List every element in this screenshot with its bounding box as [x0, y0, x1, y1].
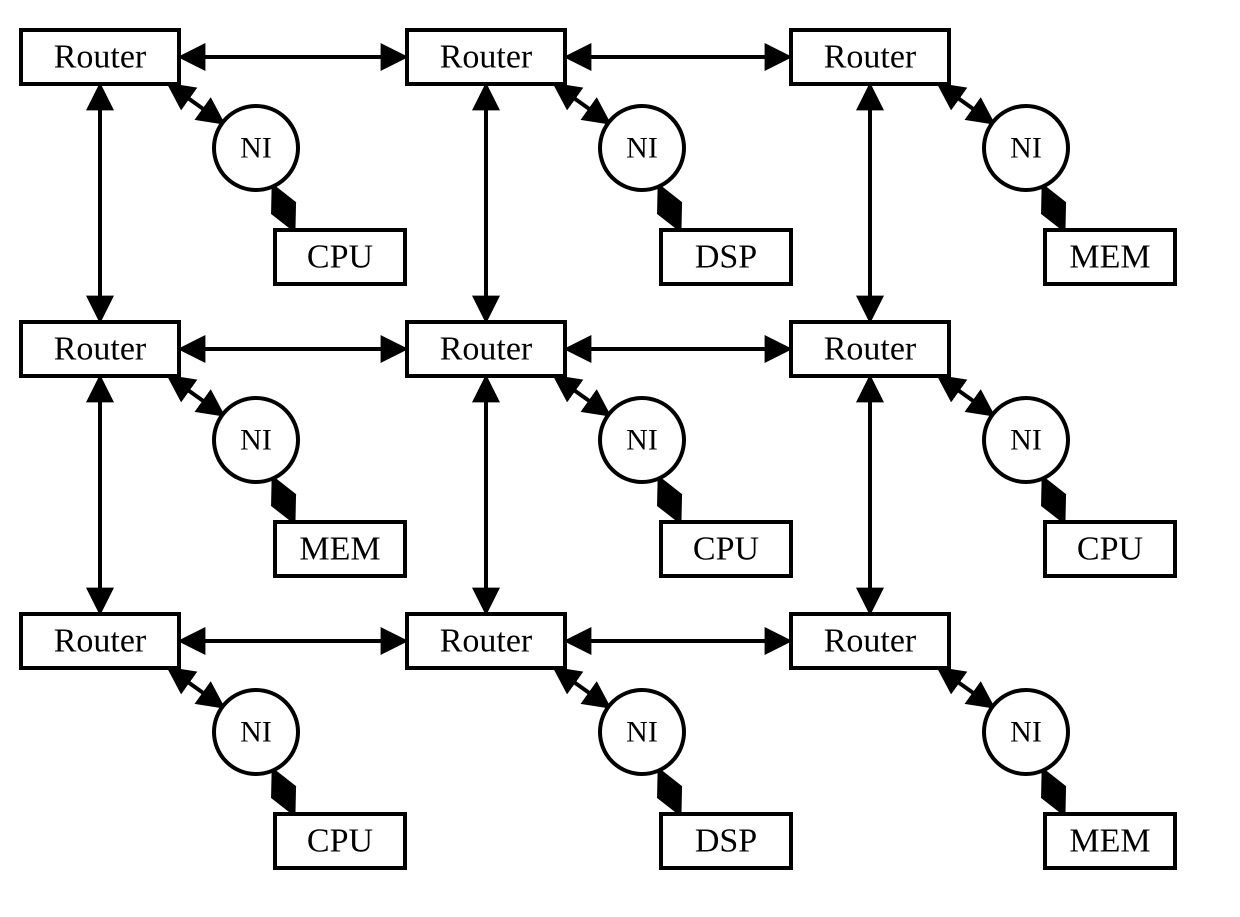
- ni-node: NI: [600, 690, 684, 774]
- svg-text:Router: Router: [54, 331, 147, 368]
- processor-node: MEM: [1045, 814, 1175, 868]
- svg-text:DSP: DSP: [695, 239, 757, 276]
- svg-text:NI: NI: [240, 716, 272, 749]
- svg-text:NI: NI: [1010, 716, 1042, 749]
- svg-text:Router: Router: [824, 623, 917, 660]
- processor-node: MEM: [275, 522, 405, 576]
- svg-text:DSP: DSP: [695, 823, 757, 860]
- router-node: Router: [791, 614, 949, 668]
- node-layer: Router NI CPU Router NI DSP Router NI MEM Router N…: [21, 30, 1175, 868]
- ni-node: NI: [984, 106, 1068, 190]
- router-node: Router: [791, 322, 949, 376]
- processor-node: DSP: [661, 814, 791, 868]
- router-node: Router: [407, 614, 565, 668]
- svg-text:Router: Router: [440, 39, 533, 76]
- svg-text:CPU: CPU: [307, 239, 373, 276]
- processor-node: DSP: [661, 230, 791, 284]
- svg-text:NI: NI: [240, 132, 272, 165]
- svg-text:NI: NI: [626, 716, 658, 749]
- ni-node: NI: [214, 106, 298, 190]
- svg-text:NI: NI: [1010, 424, 1042, 457]
- svg-text:Router: Router: [440, 331, 533, 368]
- svg-text:MEM: MEM: [299, 531, 380, 568]
- svg-text:NI: NI: [1010, 132, 1042, 165]
- router-node: Router: [407, 322, 565, 376]
- router-node: Router: [21, 322, 179, 376]
- processor-node: CPU: [275, 230, 405, 284]
- svg-text:Router: Router: [54, 39, 147, 76]
- svg-text:NI: NI: [626, 424, 658, 457]
- ni-node: NI: [600, 106, 684, 190]
- svg-text:MEM: MEM: [1069, 239, 1150, 276]
- ni-node: NI: [214, 690, 298, 774]
- svg-text:NI: NI: [626, 132, 658, 165]
- svg-text:MEM: MEM: [1069, 823, 1150, 860]
- router-node: Router: [407, 30, 565, 84]
- ni-node: NI: [984, 690, 1068, 774]
- svg-text:Router: Router: [54, 623, 147, 660]
- processor-node: CPU: [661, 522, 791, 576]
- ni-node: NI: [984, 398, 1068, 482]
- processor-node: CPU: [1045, 522, 1175, 576]
- svg-text:CPU: CPU: [693, 531, 759, 568]
- ni-node: NI: [600, 398, 684, 482]
- svg-text:Router: Router: [440, 623, 533, 660]
- router-node: Router: [791, 30, 949, 84]
- svg-text:CPU: CPU: [307, 823, 373, 860]
- router-node: Router: [21, 30, 179, 84]
- processor-node: CPU: [275, 814, 405, 868]
- router-node: Router: [21, 614, 179, 668]
- svg-text:Router: Router: [824, 331, 917, 368]
- svg-text:Router: Router: [824, 39, 917, 76]
- ni-node: NI: [214, 398, 298, 482]
- noc-mesh-diagram: Router NI CPU Router NI DSP Router NI MEM Router N…: [0, 0, 1240, 917]
- svg-text:NI: NI: [240, 424, 272, 457]
- processor-node: MEM: [1045, 230, 1175, 284]
- svg-text:CPU: CPU: [1077, 531, 1143, 568]
